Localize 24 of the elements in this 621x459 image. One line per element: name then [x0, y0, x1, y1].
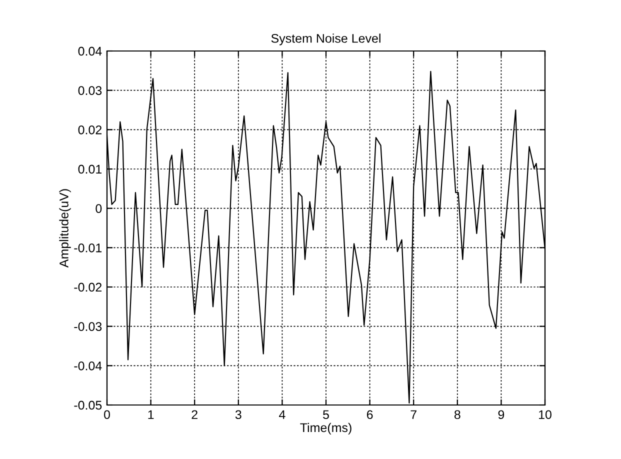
y-tick-label: 0.01 [78, 164, 102, 174]
x-tick-label: 2 [192, 410, 198, 419]
x-tick-label: 3 [235, 410, 242, 420]
x-tick-label: 4 [279, 410, 286, 419]
y-tick-label: 0.02 [78, 125, 102, 134]
y-tick-label: 0.03 [78, 86, 102, 95]
y-tick-label: -0.03 [74, 322, 102, 331]
y-tick-label: -0.02 [74, 282, 102, 292]
x-tick-label: 9 [498, 410, 504, 420]
chart-title: System Noise Level [271, 34, 380, 46]
y-tick-label: 0 [96, 204, 102, 213]
x-tick-label: 1 [148, 410, 154, 419]
y-tick-label: -0.01 [74, 243, 102, 252]
y-tick-label: -0.04 [74, 361, 102, 370]
y-axis-title: Amplitude(uV) [59, 189, 71, 268]
x-axis-title: Time(ms) [300, 422, 352, 435]
x-tick-label: 6 [366, 410, 373, 420]
x-tick-label: 5 [323, 410, 329, 420]
x-tick-label: 7 [410, 410, 416, 419]
x-tick-label: 0 [104, 410, 110, 420]
x-tick-label: 10 [539, 410, 552, 420]
y-tick-label: 0.04 [78, 46, 102, 56]
x-tick-label: 8 [454, 410, 460, 420]
y-tick-label: -0.05 [74, 400, 102, 410]
